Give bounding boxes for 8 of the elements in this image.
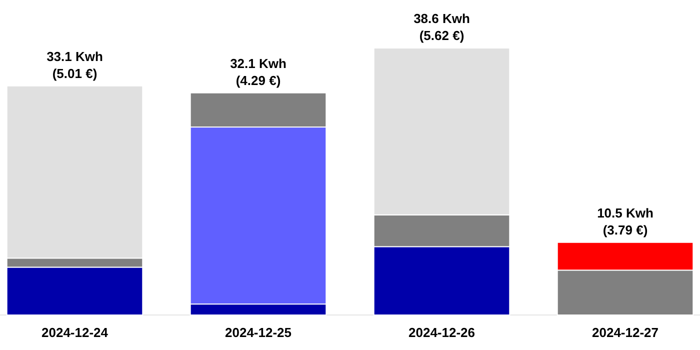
x-tick-label: 2024-12-26	[408, 325, 475, 340]
total-label: 32.1 Kwh (4.29 €)	[230, 56, 286, 88]
total-label: 38.6 Kwh (5.62 €)	[414, 11, 470, 43]
x-tick-label: 2024-12-27	[592, 325, 658, 340]
total-label: 33.1 Kwh (5.01 €)	[46, 48, 103, 81]
x-tick-label: 2024-12-24	[42, 325, 109, 340]
total-label: 10.5 Kwh (3.79 €)	[597, 205, 654, 238]
x-tick-label: 2024-12-25	[225, 325, 292, 340]
